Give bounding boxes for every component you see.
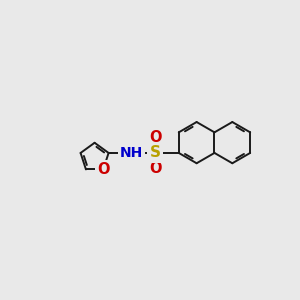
Text: NH: NH (120, 146, 143, 160)
Text: O: O (149, 161, 161, 176)
Text: O: O (97, 162, 110, 177)
Text: O: O (149, 130, 161, 145)
Text: S: S (150, 146, 161, 160)
